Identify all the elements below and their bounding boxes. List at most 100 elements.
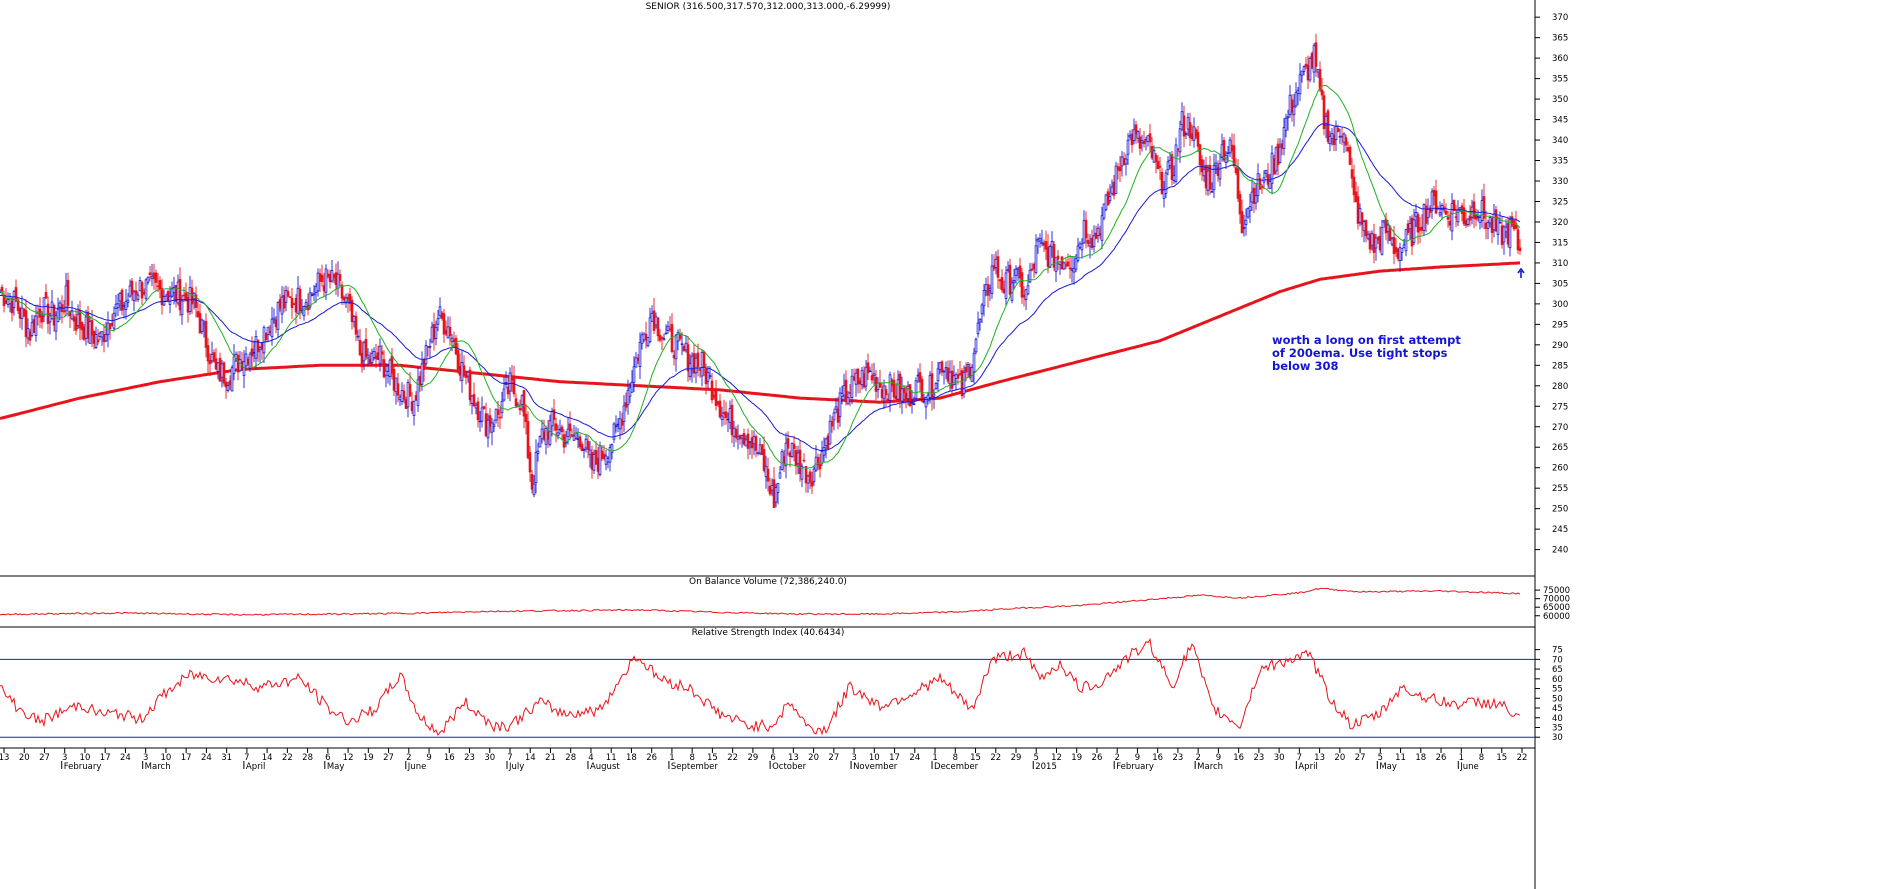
candle-body [832,412,836,421]
candle-body [820,451,824,464]
candle-body [338,274,342,281]
rsi-tick-label: 75 [1552,646,1563,656]
candle-body [1174,144,1178,182]
candle-body [1490,218,1494,233]
candle-body [46,303,50,324]
candle-body [168,295,172,305]
candle-body [864,367,868,387]
candle-body [1508,219,1512,249]
candle-body [816,456,820,466]
candle-body [1206,170,1210,191]
x-day-label: 16 [1233,753,1244,763]
rsi-tick-label: 30 [1552,733,1563,743]
candle-body [408,383,412,397]
candle-body [1504,226,1508,233]
candle-body [788,452,792,457]
candle-body [1046,246,1050,267]
candle-body [1404,229,1408,252]
candle-body [1062,262,1066,270]
price-tick-label: 280 [1552,382,1568,392]
candle-body [760,444,764,455]
sma20-line [0,84,1521,469]
candle-body [232,356,236,374]
candle-body [1430,191,1434,211]
candle-body [472,394,476,407]
x-day-label: 22 [727,753,738,763]
candle-body [950,370,954,389]
x-month-label: 2015 [1035,762,1057,772]
obv-title: On Balance Volume (72,386,240.0) [689,577,847,587]
candle-body [466,371,470,377]
x-day-label: 1 [669,753,674,763]
candle-body [872,373,876,377]
candle-body [818,463,822,470]
candle-body [1308,57,1312,81]
x-day-label: 2 [1114,753,1119,763]
candle-body [622,405,626,422]
candle-body [52,304,56,326]
candle-body [132,291,136,301]
candle-body [268,331,272,334]
candle-body [376,352,380,360]
candle-body [1048,246,1052,268]
candle-body [260,342,264,350]
price-tick-label: 275 [1552,402,1568,412]
candle-body [604,455,608,465]
candle-body [172,286,176,293]
rsi-line [0,637,1521,737]
candle-body [118,293,122,302]
candle-body [1492,213,1496,231]
candle-body [496,409,500,416]
candle-body [778,472,782,479]
candle-body [960,370,964,396]
x-day-label: 5 [1034,753,1039,763]
price-tick-label: 240 [1552,546,1568,556]
candle-body [178,279,182,311]
candle-body [532,483,536,496]
candle-body [1344,137,1348,146]
candle-body [1052,243,1056,268]
price-tick-label: 320 [1552,218,1568,228]
candle-body [556,432,560,437]
candle-body [138,280,142,292]
candle-body [1122,158,1126,166]
annotation: worth a long on first attempt of 200ema.… [1272,333,1461,373]
x-month-label: March [145,762,171,772]
candle-body [446,326,450,339]
candle-body [1016,267,1020,270]
candle-body [1032,263,1036,270]
candle-body [1478,217,1482,223]
candle-body [1198,144,1202,166]
candle-body [58,302,62,308]
candle-body [1426,208,1430,219]
x-day-label: 11 [1395,753,1406,763]
candle-body [594,450,598,465]
candle-body [1302,66,1306,72]
x-day-label: 16 [1152,753,1163,763]
candle-body [590,452,594,470]
price-tick-label: 300 [1552,300,1568,310]
candle-body [1258,178,1262,190]
candle-body [1412,219,1416,243]
candle-body [96,339,100,343]
candle-body [1008,264,1012,295]
candle-body [1068,267,1072,270]
x-day-label: 6 [770,753,775,763]
candle-body [620,419,624,426]
candle-body [544,427,548,445]
candle-body [366,354,370,359]
candle-body [886,398,890,403]
x-day-label: 3 [143,753,148,763]
candle-body [1342,133,1346,143]
candle-body [592,454,596,471]
x-day-label: 19 [363,753,374,763]
candle-body [28,331,32,341]
x-day-label: 7 [507,753,512,763]
candle-body [560,426,564,433]
candle-body [922,401,926,404]
price-tick-label: 270 [1552,423,1568,433]
candle-body [1222,140,1226,161]
x-month-label: November [853,762,898,772]
candle-body [332,274,336,279]
x-day-label: 22 [1517,753,1528,763]
